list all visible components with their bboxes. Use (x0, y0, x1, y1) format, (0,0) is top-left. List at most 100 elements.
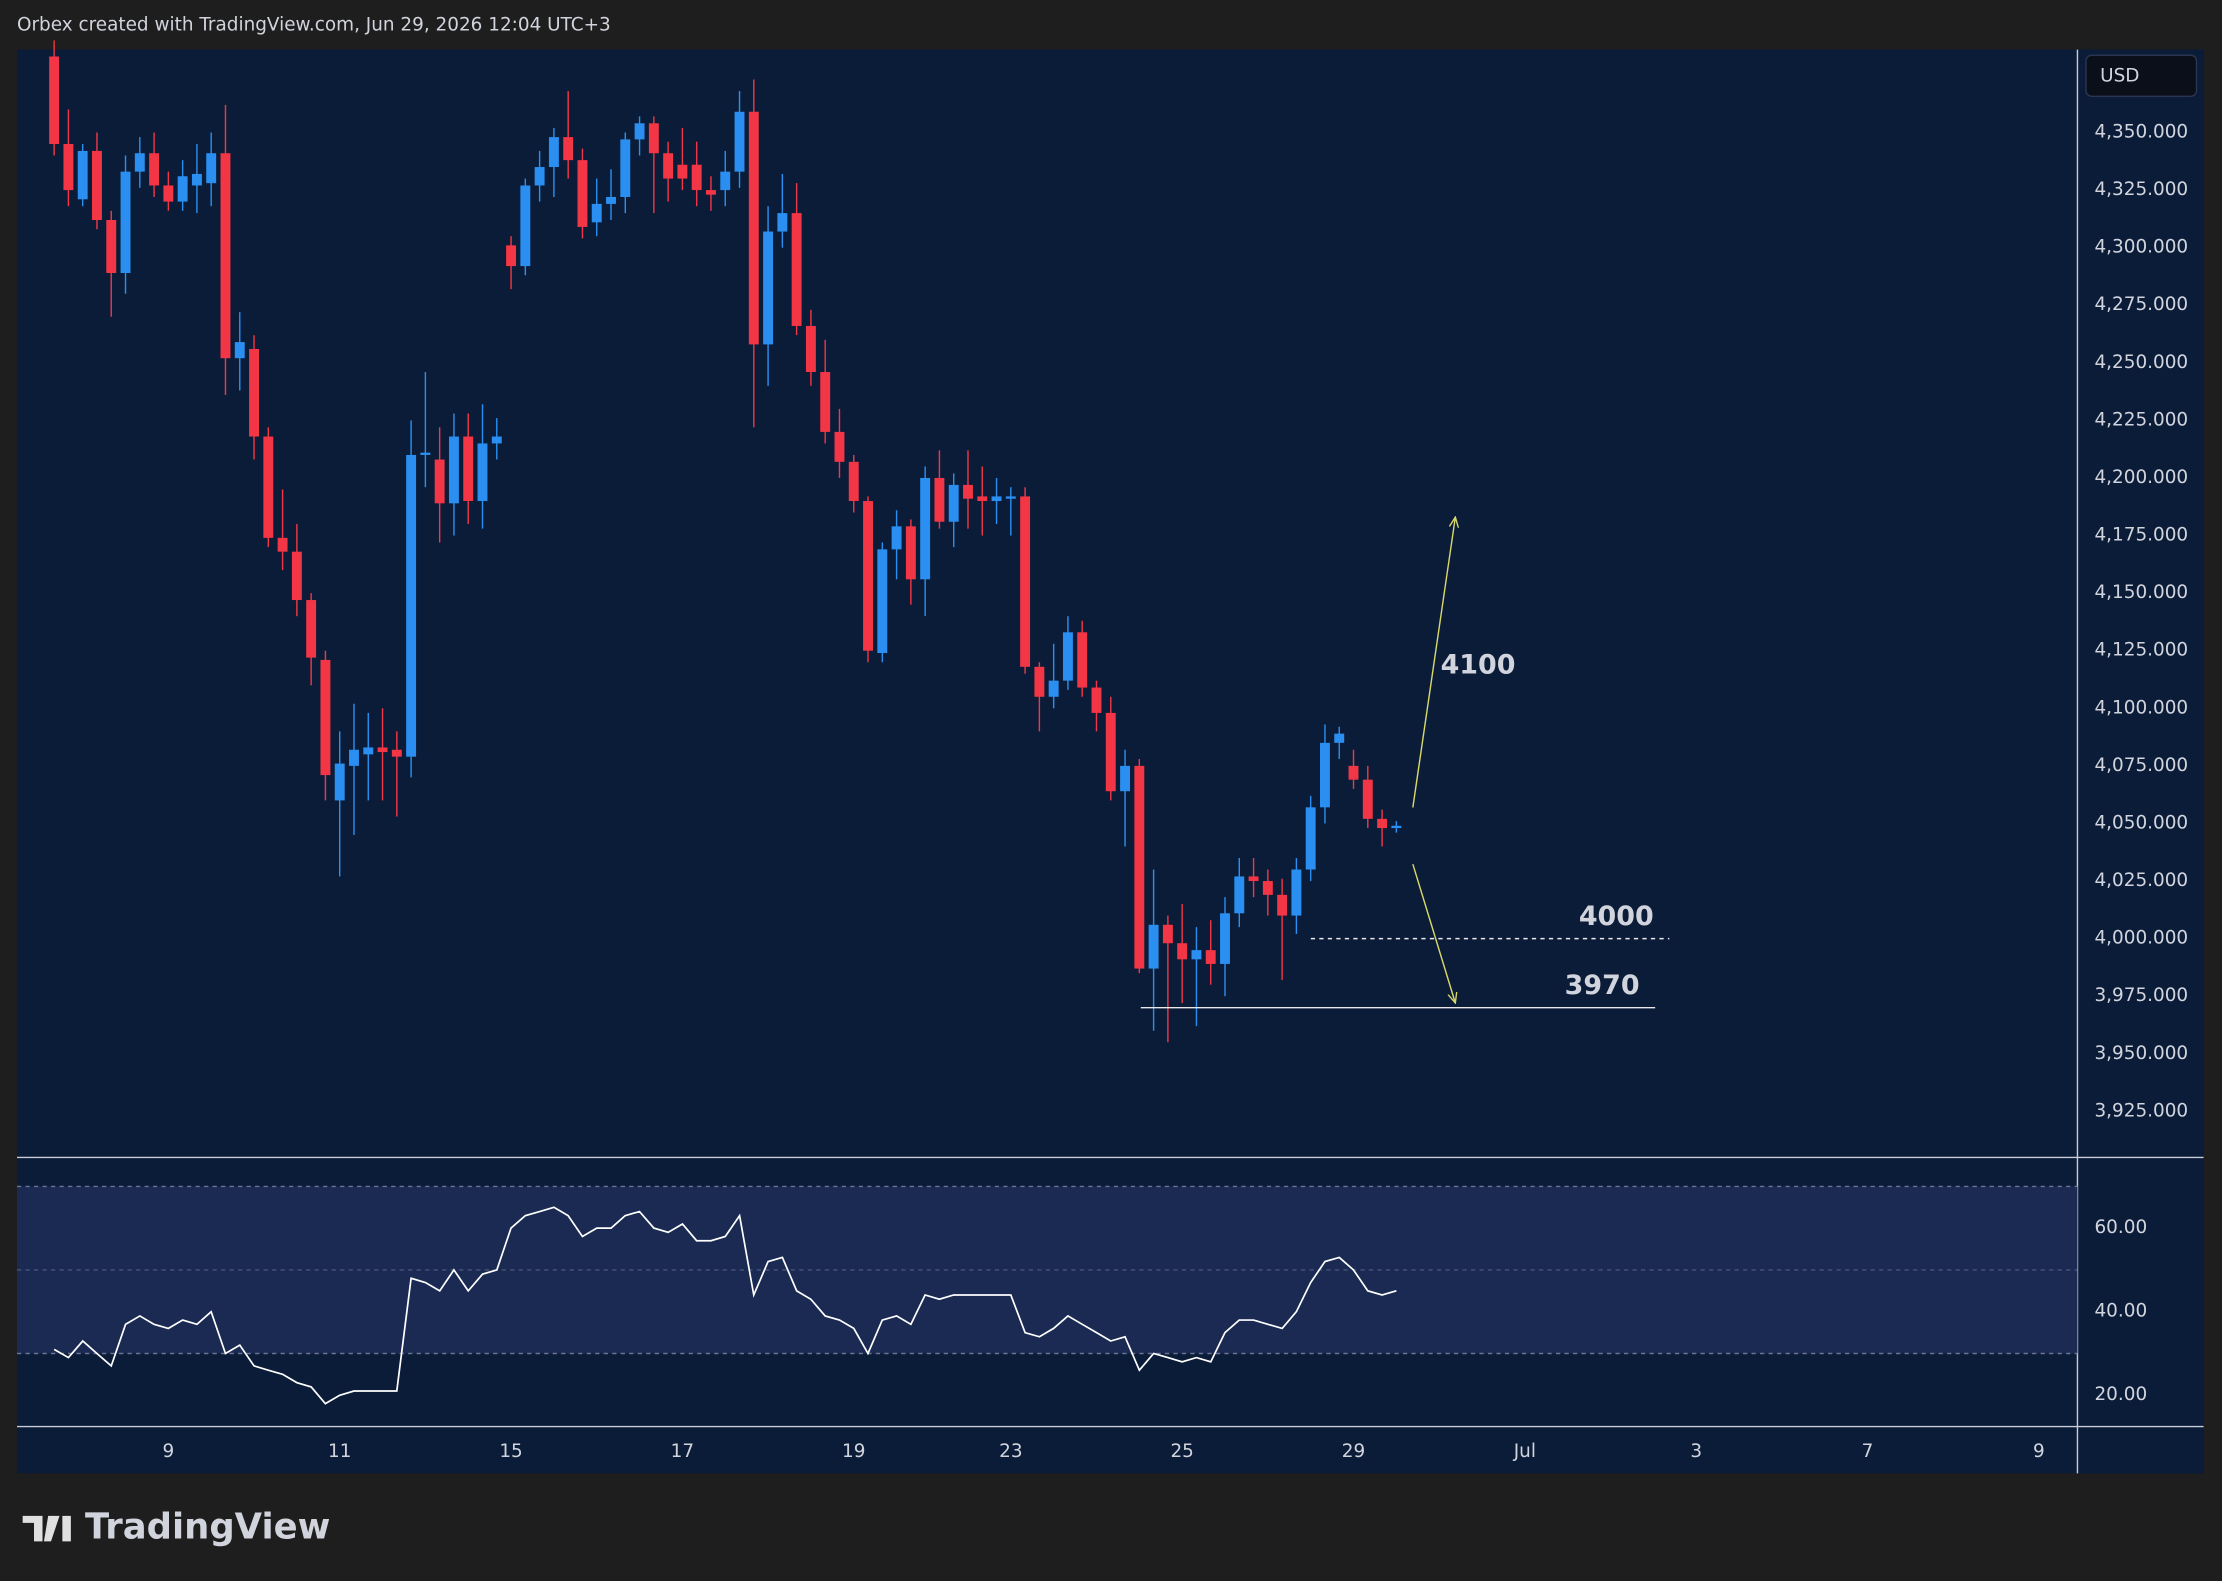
candle-body (706, 190, 716, 195)
candle-body (320, 659, 331, 776)
y-tick-label: 4,250.000 (2094, 352, 2188, 373)
candle-body (1277, 894, 1288, 916)
candle-body (263, 436, 274, 538)
x-tick-label: 19 (842, 1441, 865, 1462)
y-tick-label: 3,975.000 (2094, 985, 2188, 1006)
candle-body (1291, 869, 1302, 916)
candle-body (448, 436, 459, 504)
candle-body (463, 436, 474, 502)
candle-body (691, 164, 702, 191)
rsi-line (53, 1206, 1397, 1405)
candle-body (1262, 881, 1273, 895)
candle-body (620, 139, 631, 197)
candle-body (1005, 496, 1016, 499)
x-tick-label: Jul (1513, 1441, 1536, 1462)
candle-body (1105, 712, 1116, 792)
y-tick-label: 4,325.000 (2094, 179, 2188, 200)
candle-body (63, 144, 74, 191)
candle-body (1191, 950, 1202, 960)
candle-body (848, 461, 859, 502)
y-tick-label: 60.00 (2094, 1217, 2147, 1238)
candle-body (306, 600, 317, 658)
candle-body (1334, 733, 1345, 743)
logo: TradingView (22, 1507, 330, 1548)
candle-body (377, 747, 388, 753)
x-tick-label: 9 (163, 1441, 175, 1462)
x-tick-label: 29 (1342, 1441, 1365, 1462)
y-tick-label: 4,075.000 (2094, 755, 2188, 776)
candle-body (291, 551, 302, 601)
candles (49, 40, 1402, 1043)
candle-body (734, 111, 745, 172)
y-tick-label: 4,175.000 (2094, 525, 2188, 546)
candle-body (520, 185, 531, 267)
candle-body (1062, 632, 1073, 681)
candle-body (1319, 742, 1330, 808)
candle-body (677, 164, 688, 179)
candle-body (863, 501, 873, 651)
candle-body (1034, 666, 1045, 697)
candle-body (563, 137, 574, 161)
y-tick-label: 4,025.000 (2094, 870, 2188, 891)
candle-body (1177, 943, 1188, 960)
candle-body (777, 213, 788, 232)
candle-body (905, 526, 916, 580)
candle-body (834, 431, 845, 462)
y-tick-label: 4,200.000 (2094, 467, 2188, 488)
candle-body (791, 213, 802, 326)
candle-body (1205, 950, 1216, 964)
candle-body (49, 56, 60, 145)
candle-body (106, 220, 117, 273)
candle-body (92, 150, 102, 221)
currency-badge[interactable] (2085, 54, 2198, 98)
x-tick-label: 25 (1170, 1441, 1193, 1462)
candle-body (977, 496, 988, 502)
candle-body (363, 747, 374, 755)
candle-body (277, 537, 288, 552)
price-axis-panel (2077, 49, 2204, 1474)
x-tick-label: 17 (671, 1441, 694, 1462)
candle-body (177, 176, 188, 202)
candle-body (877, 549, 888, 654)
candle-body (634, 123, 645, 140)
candle-body (891, 526, 902, 550)
candle-body (1391, 825, 1402, 829)
candle-body (163, 185, 174, 202)
candle-body (534, 167, 545, 186)
y-tick-label: 40.00 (2094, 1301, 2147, 1322)
candle-body (1362, 779, 1373, 819)
y-tick-label: 4,125.000 (2094, 640, 2188, 661)
x-tick-label: 7 (1862, 1441, 1874, 1462)
currency-label: USD (2100, 66, 2139, 87)
candle-body (1162, 924, 1173, 944)
candle-body (1134, 765, 1145, 969)
y-tick-label: 3,925.000 (2094, 1100, 2188, 1121)
y-tick-label: 4,000.000 (2094, 928, 2188, 949)
candle-body (191, 173, 202, 186)
logo-text: TradingView (85, 1507, 330, 1548)
candle-body (334, 763, 345, 801)
y-tick-label: 4,150.000 (2094, 582, 2188, 603)
candle-body (606, 196, 616, 204)
candle-body (491, 436, 502, 444)
candle-body (1148, 924, 1159, 969)
candle-body (591, 203, 602, 223)
x-tick-label: 11 (328, 1441, 351, 1462)
candle-body (1305, 807, 1316, 870)
candle-body (77, 150, 88, 200)
candle-body (206, 153, 217, 184)
y-tick-label: 4,350.000 (2094, 121, 2188, 142)
candle-body (249, 348, 259, 437)
annotation-label: 4100 (1441, 649, 1516, 680)
y-tick-label: 4,275.000 (2094, 294, 2188, 315)
candle-body (349, 749, 359, 766)
y-tick-label: 4,050.000 (2094, 812, 2188, 833)
candle-body (805, 325, 816, 373)
candle-body (820, 372, 831, 432)
candle-body (134, 153, 145, 172)
candle-body (991, 496, 1002, 502)
x-tick-label: 3 (1690, 1441, 1702, 1462)
candle-body (477, 443, 488, 502)
